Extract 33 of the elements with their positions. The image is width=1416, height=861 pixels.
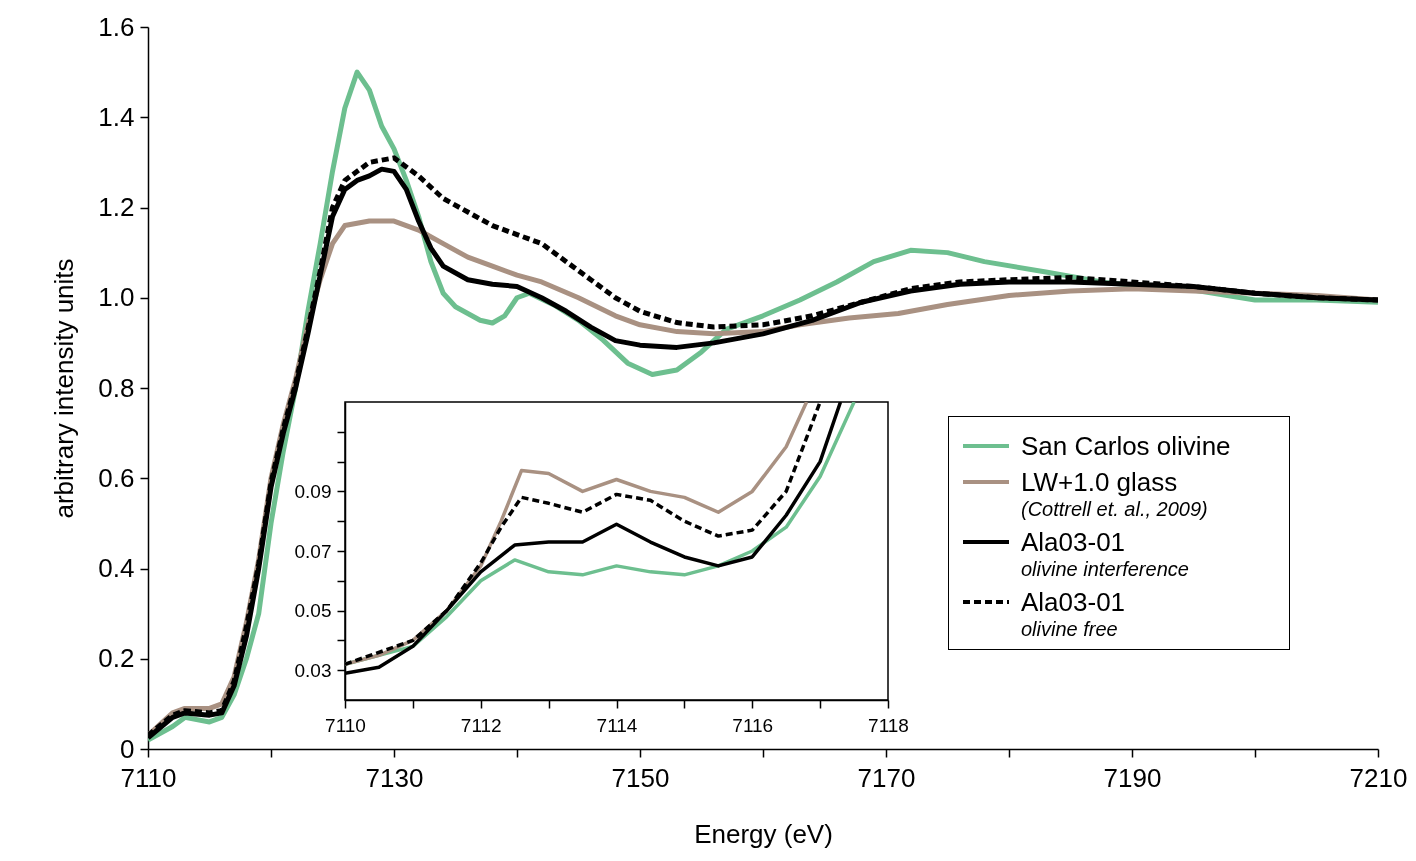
x-tick-label: 7116: [732, 714, 774, 736]
x-tick-label: 7150: [611, 762, 670, 793]
annotation: olivine free: [1021, 617, 1119, 641]
y-tick-label: 0.8: [98, 372, 135, 403]
x-axis-title: Energy (eV): [694, 818, 833, 849]
y-tick-label: 0.07: [294, 540, 332, 562]
legend-label: San Carlos olivine: [1021, 431, 1231, 461]
y-tick-label: 0: [120, 733, 135, 764]
annotation: (Cottrell et. al., 2009): [1021, 497, 1209, 521]
x-tick-label: 7114: [596, 714, 638, 736]
x-tick-label: 7110: [120, 762, 177, 793]
y-tick-label: 1.0: [98, 282, 135, 313]
x-tick-label: 7190: [1103, 762, 1162, 793]
y-tick-label: 0.2: [98, 643, 135, 674]
x-tick-label: 7130: [365, 762, 424, 793]
y-tick-label: 1.2: [98, 192, 135, 222]
y-tick-label: 0.03: [294, 659, 332, 681]
x-tick-label: 7118: [868, 714, 909, 736]
x-tick-label: 7170: [857, 762, 916, 793]
y-tick-label: 1.6: [98, 11, 135, 42]
y-tick-label: 0.6: [98, 462, 135, 493]
x-tick-label: 7112: [460, 714, 502, 736]
legend-label: Ala03-01: [1021, 527, 1126, 557]
y-tick-label: 0.4: [98, 553, 135, 583]
y-tick-label: 1.4: [98, 101, 135, 132]
y-axis-title: arbitrary intensity units: [49, 258, 80, 519]
legend-label: LW+1.0 glass: [1021, 467, 1178, 497]
legend-label: Ala03-01: [1021, 587, 1126, 617]
x-tick-label: 7110: [325, 714, 366, 736]
y-tick-label: 0.05: [294, 600, 332, 622]
annotation: olivine interference: [1021, 557, 1190, 581]
x-tick-label: 7210: [1349, 762, 1408, 793]
y-tick-label: 0.09: [294, 480, 332, 502]
